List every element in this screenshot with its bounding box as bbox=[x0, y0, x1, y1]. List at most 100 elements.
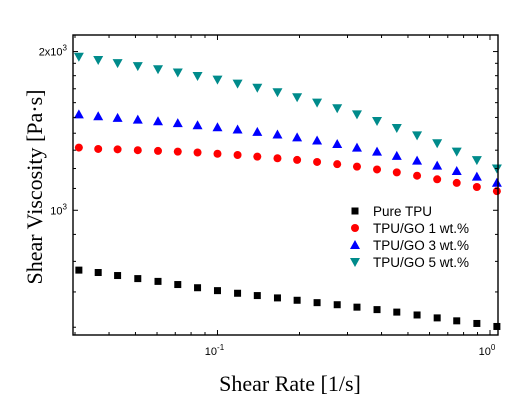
data-point bbox=[94, 269, 102, 277]
data-point bbox=[312, 135, 323, 145]
data-point bbox=[74, 143, 83, 152]
y-tick-label: 2x103 bbox=[39, 44, 68, 59]
data-point bbox=[112, 59, 123, 69]
data-point bbox=[132, 62, 143, 72]
data-point bbox=[112, 112, 123, 122]
series-4 bbox=[73, 52, 502, 174]
data-point bbox=[273, 154, 282, 163]
data-point bbox=[451, 166, 462, 176]
data-point bbox=[233, 151, 242, 160]
legend-marker bbox=[351, 224, 359, 232]
data-point bbox=[252, 126, 263, 136]
data-point bbox=[491, 177, 502, 187]
data-point bbox=[471, 156, 482, 166]
axis-ticks: 103 2x103 10-1 100 bbox=[39, 35, 498, 358]
data-point bbox=[93, 111, 104, 121]
legend-marker bbox=[350, 240, 360, 249]
data-point bbox=[134, 275, 142, 283]
data-point bbox=[192, 71, 203, 81]
data-point bbox=[412, 131, 423, 141]
data-point bbox=[213, 287, 221, 295]
data-point bbox=[472, 182, 481, 191]
data-point bbox=[391, 124, 402, 134]
data-point bbox=[114, 272, 122, 280]
data-point bbox=[73, 52, 84, 62]
data-point bbox=[353, 303, 361, 311]
data-point bbox=[292, 93, 303, 103]
data-point bbox=[153, 116, 164, 126]
data-point bbox=[493, 322, 501, 330]
y-tick-label: 103 bbox=[50, 202, 67, 217]
data-point bbox=[352, 162, 361, 171]
data-point bbox=[93, 55, 104, 65]
data-point bbox=[253, 292, 261, 300]
data-point bbox=[313, 157, 322, 166]
data-point bbox=[193, 148, 202, 157]
data-point bbox=[292, 132, 303, 142]
data-point bbox=[392, 168, 401, 177]
data-point bbox=[272, 129, 283, 139]
data-point bbox=[351, 110, 362, 120]
data-point bbox=[272, 88, 283, 98]
data-point bbox=[133, 146, 142, 155]
legend-label: Pure TPU bbox=[373, 204, 432, 219]
data-point bbox=[94, 144, 103, 153]
x-axis-title: Shear Rate [1/s] bbox=[219, 371, 361, 396]
data-point bbox=[253, 152, 262, 161]
data-point bbox=[293, 155, 302, 164]
data-point bbox=[293, 296, 301, 304]
data-point bbox=[391, 150, 402, 160]
data-point bbox=[412, 155, 423, 165]
data-point bbox=[252, 83, 263, 93]
data-point bbox=[432, 160, 443, 170]
data-point bbox=[132, 114, 143, 124]
data-point bbox=[372, 146, 383, 156]
data-point bbox=[372, 116, 383, 126]
data-point bbox=[192, 120, 203, 130]
data-point bbox=[453, 317, 461, 325]
data-point bbox=[413, 311, 421, 319]
data-point bbox=[332, 138, 343, 148]
y-axis-title: Shear Viscosity [Pa·s] bbox=[22, 89, 47, 284]
data-point bbox=[173, 147, 182, 156]
data-point bbox=[312, 98, 323, 108]
data-point bbox=[174, 281, 182, 289]
data-point bbox=[432, 139, 443, 149]
data-point bbox=[212, 122, 223, 132]
data-point bbox=[333, 160, 342, 169]
data-point bbox=[194, 284, 202, 292]
data-point bbox=[433, 175, 442, 184]
data-point bbox=[154, 277, 162, 285]
legend-label: TPU/GO 1 wt.% bbox=[373, 221, 469, 236]
legend-marker bbox=[351, 207, 359, 215]
data-point bbox=[373, 306, 381, 314]
data-point bbox=[492, 187, 501, 196]
legend: Pure TPU TPU/GO 1 wt.% TPU/GO 3 wt.% TPU/GO… bbox=[350, 204, 469, 270]
data-point bbox=[73, 109, 84, 119]
data-point bbox=[413, 171, 422, 180]
data-point bbox=[154, 146, 163, 155]
legend-marker bbox=[350, 258, 360, 267]
data-point bbox=[75, 266, 83, 274]
data-point bbox=[232, 124, 243, 134]
data-point bbox=[313, 299, 321, 307]
data-point bbox=[172, 68, 183, 78]
data-point bbox=[471, 171, 482, 181]
data-point bbox=[452, 178, 461, 187]
data-point bbox=[351, 142, 362, 152]
data-point bbox=[273, 294, 281, 302]
data-point bbox=[113, 145, 122, 154]
data-point bbox=[393, 308, 401, 316]
data-point bbox=[373, 165, 382, 174]
data-point bbox=[153, 65, 164, 75]
x-tick-label: 10-1 bbox=[205, 343, 225, 358]
data-point bbox=[212, 75, 223, 85]
data-point bbox=[433, 314, 441, 322]
series-1 bbox=[75, 266, 501, 330]
series-2 bbox=[74, 143, 501, 196]
data-point bbox=[332, 104, 343, 114]
data-point bbox=[172, 118, 183, 128]
data-point bbox=[234, 289, 242, 297]
data-point bbox=[473, 319, 481, 327]
data-point bbox=[213, 149, 222, 158]
